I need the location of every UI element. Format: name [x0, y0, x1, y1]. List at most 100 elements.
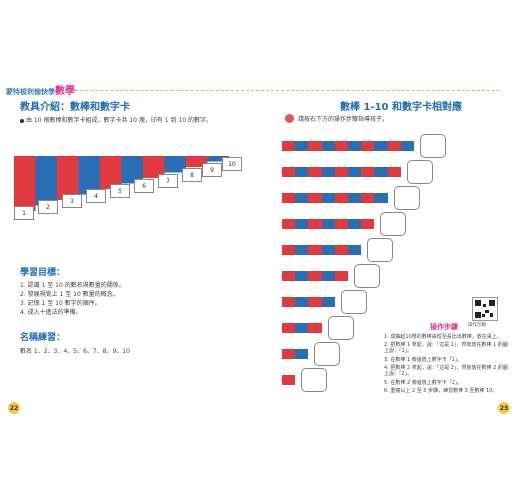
rod-segment	[387, 141, 401, 151]
rod-segment	[321, 167, 335, 177]
rod-segment	[186, 161, 208, 167]
rod-segment	[282, 141, 296, 151]
rod-segment	[35, 156, 57, 162]
rod-segment	[308, 271, 322, 281]
number-card: 3	[62, 194, 82, 208]
rod-segment	[334, 245, 348, 255]
rod-segment	[308, 323, 322, 333]
rod-segment	[100, 161, 122, 167]
rod-3	[282, 323, 322, 333]
rod-4	[282, 297, 335, 307]
rod-segment	[282, 219, 296, 229]
rod-segment	[334, 141, 348, 151]
rod-segment	[14, 172, 36, 178]
answer-box[interactable]	[340, 290, 367, 314]
rod-segment	[387, 167, 401, 177]
rod-segment	[57, 167, 79, 173]
rod-segment	[35, 172, 57, 178]
number-card: 7	[158, 174, 178, 188]
rod-segment	[295, 167, 309, 177]
rod-9	[282, 167, 401, 177]
rod-segment	[57, 156, 79, 162]
rod-segment	[295, 297, 309, 307]
rod-segment	[207, 156, 229, 162]
rod-segment	[334, 271, 348, 281]
rod-segment	[282, 271, 296, 281]
rod-segment	[334, 219, 348, 229]
rod-segment	[282, 323, 296, 333]
answer-box[interactable]	[380, 212, 407, 236]
answer-box[interactable]	[367, 238, 394, 262]
rod-segment	[308, 167, 322, 177]
rod-segment	[100, 156, 122, 162]
step-item: 6. 重複以上 2 至 5 步驟，練習數棒 3 至數棒 10。	[384, 388, 498, 394]
rod-segment	[35, 189, 57, 195]
rod-10	[282, 141, 414, 151]
step-item: 4. 把數棒 2 拿起，說：「這是 2」，然後放在數棒 2 的圖上說：「2」。	[384, 365, 508, 377]
rod-1	[282, 375, 296, 385]
rod-segment	[35, 161, 57, 167]
book-spread	[0, 70, 520, 418]
rod-segment	[282, 167, 296, 177]
rod-segment	[282, 193, 296, 203]
names-line: 數名 1、2、3、4、5、6、7、8、9、10	[20, 348, 130, 355]
rod-segment	[78, 161, 100, 167]
answer-box[interactable]	[301, 368, 328, 392]
rod-segment	[121, 172, 143, 178]
number-card: 9	[202, 163, 222, 177]
qr-code-icon[interactable]	[472, 297, 498, 321]
rod-2	[282, 349, 309, 359]
steps-title: 操作步驟	[430, 323, 458, 331]
header-divider	[30, 90, 500, 91]
answer-box[interactable]	[406, 160, 433, 184]
answer-box[interactable]	[327, 316, 354, 340]
rod-segment	[308, 141, 322, 151]
rod-segment	[321, 297, 335, 307]
number-card: 4	[86, 189, 106, 203]
answer-box[interactable]	[314, 342, 341, 366]
rod-segment	[143, 167, 165, 173]
rod-segment	[374, 141, 388, 151]
rod-segment	[295, 323, 309, 333]
rod-segment	[121, 178, 143, 184]
rod-segment	[164, 167, 186, 173]
rod-segment	[186, 156, 208, 162]
rod-segment	[334, 167, 348, 177]
rod-segment	[321, 219, 335, 229]
rod-segment	[57, 189, 79, 195]
number-card: 5	[110, 184, 130, 198]
rod-segment	[347, 141, 362, 151]
rod-segment	[14, 194, 36, 200]
answer-box[interactable]	[420, 134, 446, 158]
rod-segment	[295, 193, 309, 203]
rod-segment	[57, 183, 79, 189]
rod-segment	[282, 375, 296, 385]
rod-segment	[164, 156, 186, 162]
rod-segment	[57, 172, 79, 178]
rod-segment	[35, 194, 57, 200]
rod-segment	[347, 167, 362, 177]
rod-segment	[347, 245, 362, 255]
rod-segment	[35, 183, 57, 189]
answer-box[interactable]	[393, 186, 420, 210]
step-item: 5. 在數棒 2 旁邊放上數字卡「2」。	[384, 380, 463, 386]
rod-segment	[282, 349, 296, 359]
rod-segment	[308, 297, 322, 307]
rod-segment	[14, 200, 36, 206]
rod-segment	[35, 167, 57, 173]
answer-box[interactable]	[354, 264, 380, 288]
rod-segment	[308, 193, 322, 203]
rod-segment	[295, 271, 309, 281]
rod-segment	[14, 167, 36, 173]
rod-segment	[295, 245, 309, 255]
rod-segment	[143, 156, 165, 162]
rod-segment	[100, 167, 122, 173]
rod-segment	[361, 167, 375, 177]
rod-segment	[121, 156, 143, 162]
rod-segment	[78, 178, 100, 184]
rod-segment	[14, 189, 36, 195]
rod-segment	[321, 245, 335, 255]
rod-7	[282, 219, 375, 229]
rod-segment	[282, 297, 296, 307]
intro-text: 由 10 根數棒和數字卡組成，數字卡共 10 塊，印有 1 到 10 的數字。	[20, 115, 212, 124]
